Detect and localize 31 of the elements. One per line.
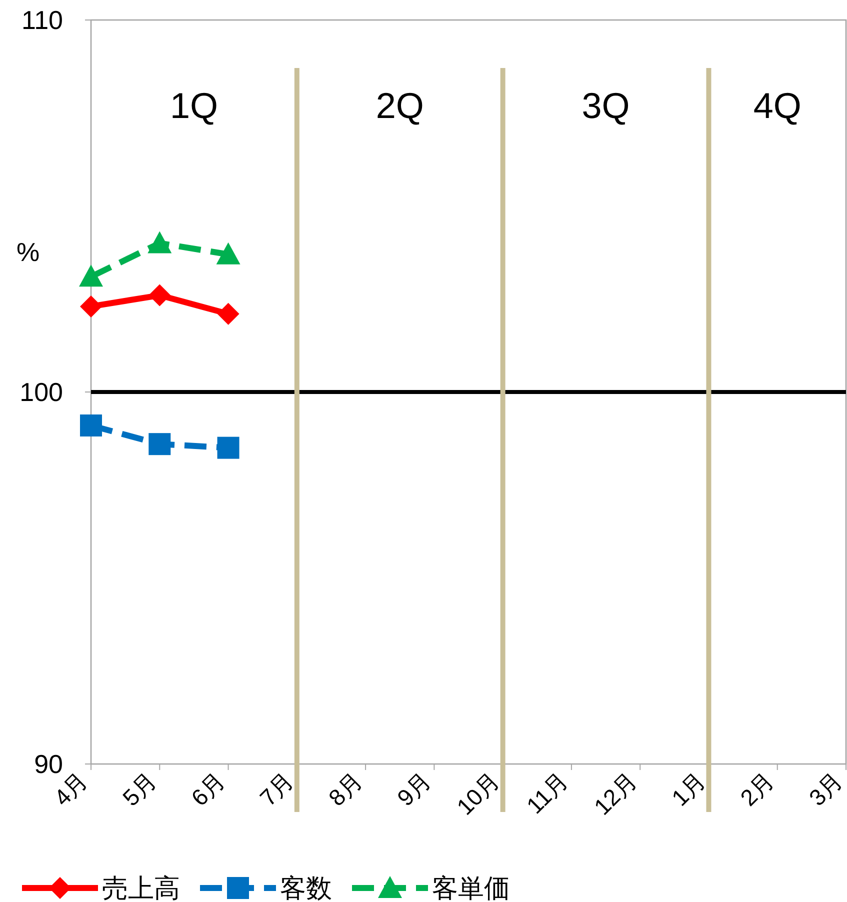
y-tick-label: 100 bbox=[20, 377, 63, 407]
point bbox=[80, 295, 102, 318]
annotation: 3Q bbox=[582, 85, 630, 126]
x-tick-label: 3月 bbox=[804, 767, 847, 811]
annotation: 1Q bbox=[170, 85, 218, 126]
legend-label: 客数 bbox=[280, 873, 332, 902]
y-axis-title: % bbox=[16, 237, 40, 267]
point bbox=[80, 414, 102, 436]
annotation: 4Q bbox=[753, 85, 802, 126]
legend-label: 売上高 bbox=[102, 873, 180, 902]
annotation: 2Q bbox=[376, 85, 424, 126]
point bbox=[148, 284, 171, 306]
point bbox=[217, 436, 240, 459]
y-tick-label: 110 bbox=[22, 5, 63, 35]
x-tick-label: 2月 bbox=[735, 767, 779, 811]
x-tick-label: 5月 bbox=[117, 767, 162, 811]
x-tick-label: 1月 bbox=[666, 767, 710, 811]
x-tick-label: 9月 bbox=[392, 767, 436, 811]
x-tick-label: 12月 bbox=[588, 767, 642, 820]
point bbox=[148, 433, 171, 456]
x-tick-label: 8月 bbox=[323, 767, 368, 811]
point bbox=[79, 264, 103, 287]
x-tick-label: 7月 bbox=[254, 767, 298, 811]
x-tick-label: 6月 bbox=[186, 767, 230, 811]
y-tick-label: 90 bbox=[34, 749, 63, 779]
x-tick-label: 10月 bbox=[452, 767, 504, 820]
point bbox=[148, 231, 172, 254]
legend-label: 客単価 bbox=[432, 873, 510, 902]
x-tick-label: 11月 bbox=[521, 767, 573, 819]
point bbox=[217, 302, 240, 325]
point bbox=[216, 242, 240, 264]
